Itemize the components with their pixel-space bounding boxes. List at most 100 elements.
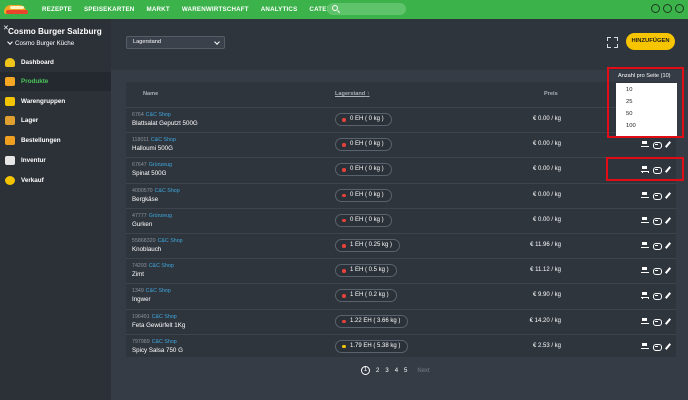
category-link[interactable]: C&C Shop bbox=[145, 288, 171, 295]
user-icon[interactable] bbox=[651, 4, 660, 13]
gear-icon[interactable] bbox=[663, 4, 672, 13]
stock-status-dot bbox=[342, 218, 346, 223]
stock-icon[interactable] bbox=[653, 217, 662, 225]
close-icon[interactable]: ✕ bbox=[3, 25, 9, 32]
header-name[interactable]: Name bbox=[143, 91, 159, 97]
category-link[interactable]: C&C Shop bbox=[150, 137, 176, 144]
category-link[interactable]: C&C Shop bbox=[145, 112, 171, 118]
header-stock-label: Lagerstand bbox=[335, 91, 366, 97]
nav-speisekarten[interactable]: SPEISEKARTEN bbox=[83, 6, 135, 13]
category-link[interactable]: Grünzeug bbox=[148, 162, 172, 169]
product-name: Blattsalat Geputzt 500G bbox=[132, 120, 198, 127]
cart-icon[interactable] bbox=[641, 166, 649, 173]
table-row[interactable]: 118011 C&C Shop Halloumi 500G 0 EH ( 0 kg )… bbox=[126, 132, 676, 157]
table-row[interactable]: 196491 C&C Shop Feta Gewürfelt 1Kg 1.22 EH … bbox=[126, 308, 676, 334]
help-icon[interactable] bbox=[675, 4, 684, 13]
stock-icon[interactable] bbox=[653, 141, 662, 150]
scan-icon[interactable] bbox=[607, 37, 618, 48]
header-price[interactable]: Preis bbox=[544, 91, 558, 97]
product-price: € 0.00 / kg bbox=[532, 216, 561, 223]
sidebar-item-produkte[interactable]: Produkte bbox=[0, 72, 111, 91]
per-page-option-25[interactable]: 25 bbox=[626, 99, 633, 105]
sidebar-item-dashboard[interactable]: Dashboard bbox=[0, 53, 111, 72]
stock-icon[interactable] bbox=[653, 292, 662, 301]
per-page-dropdown: Anzahl pro Seite (10) 10 25 50 100 bbox=[607, 67, 684, 138]
cart-icon[interactable] bbox=[641, 141, 649, 148]
page-4[interactable]: 4 bbox=[394, 367, 399, 374]
stock-icon[interactable] bbox=[653, 267, 662, 276]
nav-catering[interactable]: CATERING bbox=[309, 6, 342, 13]
page-5[interactable]: 5 bbox=[404, 367, 408, 374]
category-link[interactable]: C&C Shop bbox=[157, 238, 183, 244]
org-switcher[interactable]: Cosmo Burger Küche bbox=[7, 39, 74, 47]
cart-icon[interactable] bbox=[641, 191, 649, 198]
sidebar-item-lager[interactable]: Lager bbox=[0, 111, 111, 130]
table-row[interactable]: 1349 C&C Shop Ingwer 1 EH ( 0.2 kg ) € 9.90 … bbox=[126, 283, 676, 308]
edit-icon[interactable] bbox=[665, 267, 672, 273]
stock-icon[interactable] bbox=[653, 166, 662, 175]
sku-number: 118011 bbox=[132, 137, 149, 144]
sku-number: 6764 bbox=[132, 112, 144, 118]
table-row[interactable]: 47777 Grünzeug Gurken 0 EH ( 0 kg ) € 0.00 /… bbox=[126, 207, 676, 233]
page-3[interactable]: 3 bbox=[385, 367, 389, 374]
edit-icon[interactable] bbox=[665, 141, 672, 147]
header-stock[interactable]: Lagerstand ↑ bbox=[335, 91, 370, 97]
nav-analytics[interactable]: ANALYTICS bbox=[260, 6, 298, 13]
search-input[interactable] bbox=[327, 3, 406, 15]
nav-markt[interactable]: MARKT bbox=[146, 6, 170, 13]
sidebar-item-bestellungen[interactable]: Bestellungen bbox=[0, 131, 111, 150]
category-link[interactable]: C&C Shop bbox=[148, 263, 174, 270]
cart-icon[interactable] bbox=[641, 317, 649, 324]
stock-icon[interactable] bbox=[653, 192, 662, 200]
edit-icon[interactable] bbox=[665, 192, 672, 198]
page-1[interactable]: 1 bbox=[361, 366, 370, 375]
stock-status-dot bbox=[342, 244, 346, 248]
per-page-option-100[interactable]: 100 bbox=[626, 123, 636, 129]
cart-icon[interactable] bbox=[641, 242, 649, 249]
per-page-option-50[interactable]: 50 bbox=[626, 111, 633, 117]
org-title: Cosmo Burger Salzburg bbox=[8, 27, 102, 36]
category-link[interactable]: C&C Shop bbox=[151, 338, 177, 345]
product-price: € 0.00 / kg bbox=[532, 191, 561, 198]
table-row[interactable]: 67647 Grünzeug Spinat 500G 0 EH ( 0 kg ) € 0… bbox=[126, 157, 676, 182]
stock-icon[interactable] bbox=[653, 343, 662, 351]
table-row[interactable]: 4000570 C&C Shop Bergkäse 0 EH ( 0 kg ) € 0.… bbox=[126, 182, 676, 208]
row-actions bbox=[641, 292, 672, 301]
nav-warenwirtschaft[interactable]: WARENWIRTSCHAFT bbox=[181, 6, 249, 13]
edit-icon[interactable] bbox=[665, 318, 672, 324]
logo[interactable] bbox=[4, 3, 32, 16]
nav-rezepte[interactable]: REZEPTE bbox=[42, 6, 72, 13]
table-row[interactable]: 6764 C&C Shop Blattsalat Geputzt 500G 0 EH … bbox=[126, 107, 676, 132]
stock-icon[interactable] bbox=[653, 242, 662, 250]
page-2[interactable]: 2 bbox=[376, 367, 380, 374]
add-button[interactable]: HINZUFÜGEN bbox=[626, 33, 675, 50]
cart-icon[interactable] bbox=[641, 292, 649, 299]
next-page-link[interactable]: Next bbox=[417, 367, 430, 374]
sku-number: 1349 bbox=[132, 288, 144, 295]
category-link[interactable]: C&C Shop bbox=[151, 313, 177, 320]
product-sku: 74293 C&C Shop bbox=[132, 263, 174, 269]
sidebar-item-inventur[interactable]: Inventur bbox=[0, 151, 111, 170]
sidebar-item-verkauf[interactable]: Verkauf bbox=[0, 171, 111, 190]
table-row[interactable]: 74293 C&C Shop Zimt 1 EH ( 0.5 kg ) € 11.12 … bbox=[126, 258, 676, 283]
sidebar-item-label: Dashboard bbox=[21, 59, 54, 66]
edit-icon[interactable] bbox=[665, 217, 672, 223]
category-link[interactable]: Grünzeug bbox=[148, 212, 172, 219]
per-page-label[interactable]: Anzahl pro Seite (10) bbox=[618, 73, 671, 79]
stock-value: 1 EH ( 0.2 kg ) bbox=[350, 292, 389, 299]
category-link[interactable]: C&C Shop bbox=[154, 187, 180, 194]
per-page-option-10[interactable]: 10 bbox=[626, 87, 633, 93]
cart-icon[interactable] bbox=[641, 342, 649, 350]
cart-icon[interactable] bbox=[641, 267, 649, 274]
edit-icon[interactable] bbox=[665, 242, 672, 248]
edit-icon[interactable] bbox=[665, 292, 672, 298]
sort-select[interactable]: Lagerstand bbox=[126, 36, 225, 49]
main-nav: REZEPTE SPEISEKARTEN MARKT WARENWIRTSCHA… bbox=[42, 6, 355, 13]
table-row[interactable]: 55868320 C&C Shop Knoblauch 1 EH ( 0.25 kg … bbox=[126, 233, 676, 258]
table-row[interactable]: 797989 C&C Shop Spicy Salsa 750 G 1.79 EH (… bbox=[126, 333, 676, 359]
sidebar-item-warengruppen[interactable]: Warengruppen bbox=[0, 92, 111, 111]
stock-icon[interactable] bbox=[653, 318, 662, 326]
stock-badge: 0 EH ( 0 kg ) bbox=[335, 113, 392, 126]
edit-icon[interactable] bbox=[665, 343, 672, 349]
cart-icon[interactable] bbox=[641, 216, 649, 224]
